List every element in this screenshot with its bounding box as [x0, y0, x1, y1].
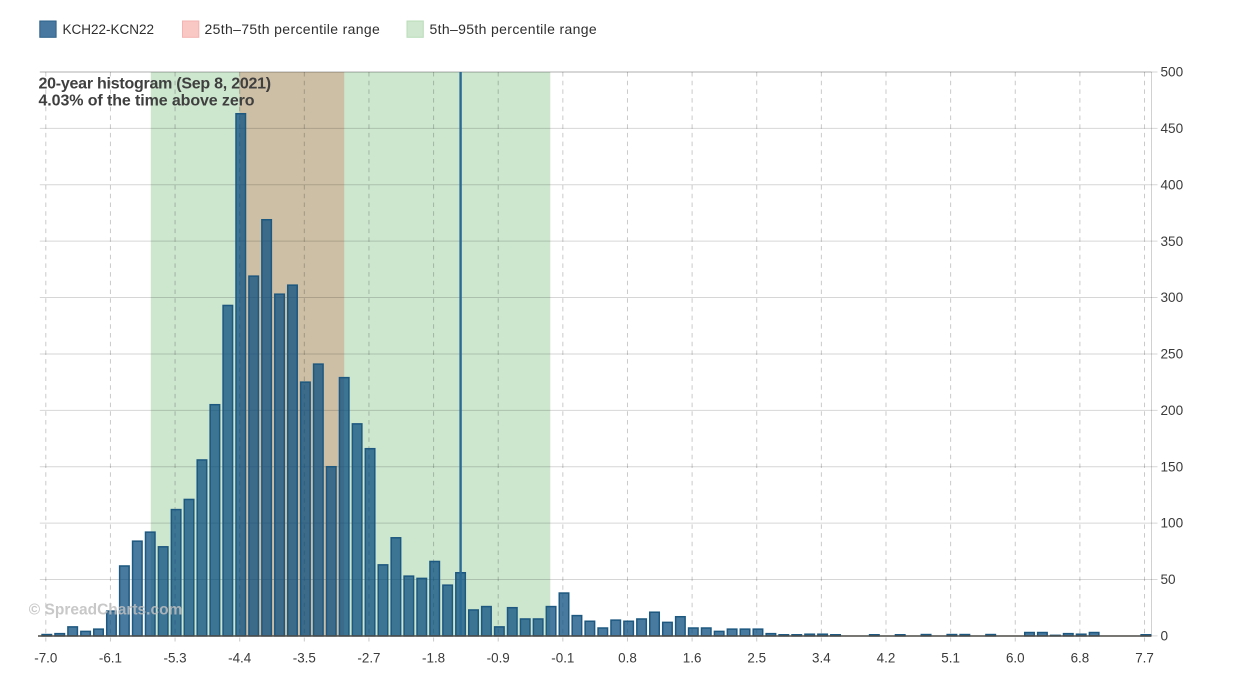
svg-text:-2.7: -2.7 — [357, 651, 380, 666]
svg-text:100: 100 — [1161, 516, 1184, 531]
svg-text:25th–75th percentile range: 25th–75th percentile range — [205, 21, 381, 37]
svg-text:-0.9: -0.9 — [487, 651, 510, 666]
svg-text:200: 200 — [1161, 403, 1184, 418]
svg-text:250: 250 — [1161, 347, 1184, 362]
svg-text:150: 150 — [1161, 459, 1184, 474]
svg-text:1.6: 1.6 — [683, 651, 702, 666]
svg-text:6.0: 6.0 — [1006, 651, 1025, 666]
svg-text:4.2: 4.2 — [877, 651, 896, 666]
svg-text:-3.5: -3.5 — [293, 651, 316, 666]
svg-text:4.03% of the time above zero: 4.03% of the time above zero — [39, 92, 255, 109]
svg-text:-4.4: -4.4 — [228, 651, 252, 666]
svg-text:-1.8: -1.8 — [422, 651, 445, 666]
svg-text:0: 0 — [1161, 629, 1169, 644]
svg-text:400: 400 — [1161, 177, 1184, 192]
svg-text:350: 350 — [1161, 234, 1184, 249]
svg-text:300: 300 — [1161, 290, 1184, 305]
svg-text:6.8: 6.8 — [1071, 651, 1090, 666]
svg-text:© SpreadCharts.com: © SpreadCharts.com — [29, 602, 183, 619]
svg-text:2.5: 2.5 — [747, 651, 766, 666]
svg-text:450: 450 — [1161, 121, 1184, 136]
svg-text:50: 50 — [1161, 572, 1177, 587]
svg-text:KCH22-KCN22: KCH22-KCN22 — [63, 22, 155, 37]
svg-text:-7.0: -7.0 — [34, 651, 57, 666]
svg-text:500: 500 — [1161, 65, 1184, 80]
svg-text:3.4: 3.4 — [812, 651, 831, 666]
svg-text:5.1: 5.1 — [941, 651, 960, 666]
svg-text:-6.1: -6.1 — [99, 651, 122, 666]
svg-text:-0.1: -0.1 — [551, 651, 574, 666]
svg-text:-5.3: -5.3 — [164, 651, 187, 666]
svg-text:20-year histogram (Sep 8, 2021: 20-year histogram (Sep 8, 2021) — [39, 75, 271, 92]
svg-text:7.7: 7.7 — [1135, 651, 1154, 666]
svg-text:0.8: 0.8 — [618, 651, 637, 666]
svg-text:5th–95th percentile range: 5th–95th percentile range — [430, 21, 598, 37]
